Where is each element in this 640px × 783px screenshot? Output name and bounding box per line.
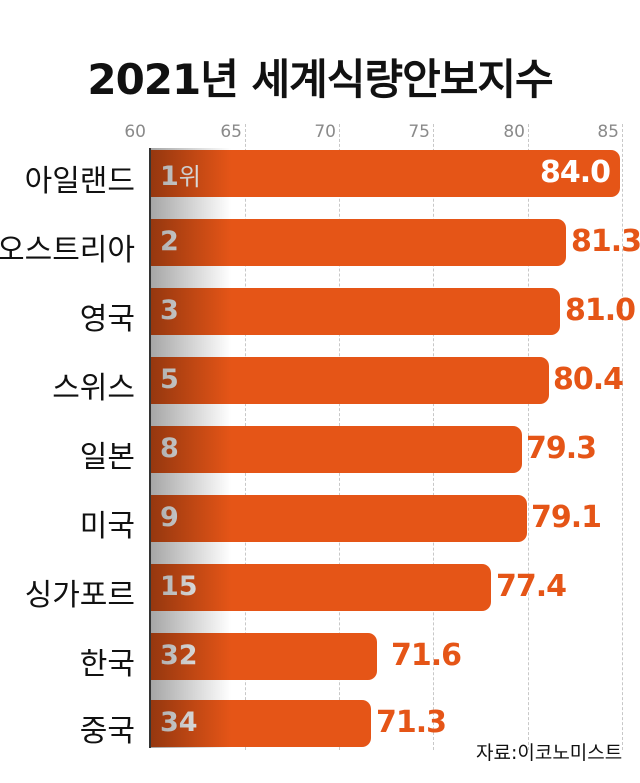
- value-label: 81.0: [565, 293, 636, 328]
- country-label: 영국: [79, 302, 135, 337]
- country-label: 아일랜드: [24, 164, 135, 199]
- bar-row: 중국 34 71.3: [0, 700, 640, 749]
- country-label: 중국: [79, 714, 135, 749]
- rank-label: 15: [160, 571, 198, 602]
- country-label: 한국: [79, 647, 135, 682]
- rank-label: 8: [160, 433, 179, 464]
- rank-label: 1위: [160, 157, 201, 192]
- bar: [151, 288, 560, 335]
- bar-row: 스위스 5 80.4: [0, 357, 640, 406]
- bar-row: 아일랜드 1위 84.0: [0, 150, 640, 199]
- x-tick-75: 75: [408, 122, 430, 142]
- country-label: 오스트리아: [0, 233, 135, 268]
- country-label: 스위스: [52, 371, 135, 406]
- bar: [151, 633, 377, 680]
- gridline-85: [622, 124, 623, 750]
- x-tick-80: 80: [503, 122, 525, 142]
- rank-label: 3: [160, 295, 179, 326]
- rank-label: 5: [160, 364, 179, 395]
- bar: [151, 564, 491, 611]
- x-tick-70: 70: [314, 122, 336, 142]
- gridline-80: [528, 124, 529, 750]
- value-label: 71.3: [376, 705, 447, 740]
- value-label: 81.3: [571, 224, 640, 259]
- value-label: 80.4: [553, 362, 624, 397]
- value-label: 84.0: [540, 155, 611, 190]
- rank-label: 9: [160, 502, 179, 533]
- rank-label: 2: [160, 226, 179, 257]
- axis-shadow: [151, 148, 231, 748]
- bar: [151, 495, 527, 542]
- country-label: 싱가포르: [24, 578, 135, 613]
- bar-row: 오스트리아 2 81.3: [0, 219, 640, 268]
- bar: [151, 700, 371, 747]
- x-tick-65: 65: [220, 122, 242, 142]
- source-note: 자료:이코노미스트: [476, 742, 623, 764]
- bar-row: 일본 8 79.3: [0, 426, 640, 475]
- bar-row: 싱가포르 15 77.4: [0, 564, 640, 613]
- bar: [151, 357, 549, 404]
- x-tick-60: 60: [124, 122, 146, 142]
- bar-row: 한국 32 71.6: [0, 633, 640, 682]
- bar: [151, 426, 522, 473]
- chart-title: 2021년 세계식량안보지수: [87, 55, 553, 104]
- value-label: 79.3: [526, 431, 597, 466]
- bar: [151, 219, 566, 266]
- bar: [151, 150, 620, 197]
- country-label: 미국: [79, 509, 135, 544]
- value-label: 79.1: [531, 500, 602, 535]
- country-label: 일본: [79, 440, 135, 475]
- rank-label: 32: [160, 640, 198, 671]
- rank-label: 34: [160, 707, 198, 738]
- bar-row: 영국 3 81.0: [0, 288, 640, 337]
- value-label: 71.6: [391, 638, 462, 673]
- x-tick-85: 85: [597, 122, 619, 142]
- value-label: 77.4: [496, 569, 567, 604]
- y-axis-line: [149, 148, 151, 748]
- bar-row: 미국 9 79.1: [0, 495, 640, 544]
